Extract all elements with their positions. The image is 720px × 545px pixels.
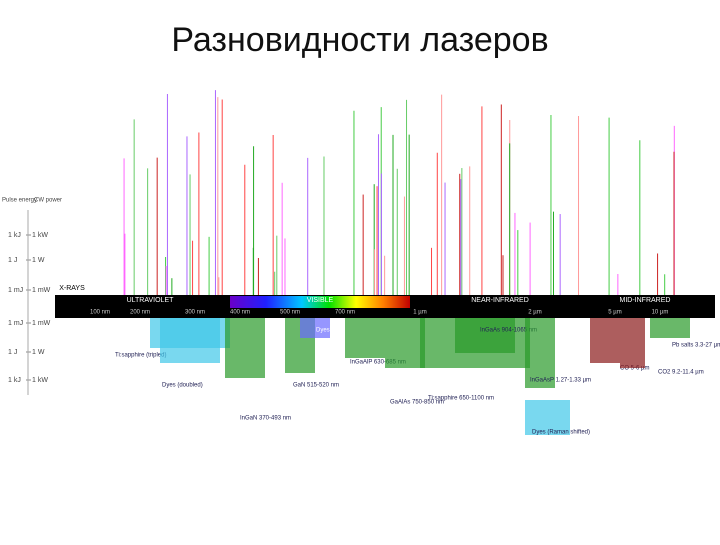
- laser-range: [525, 400, 570, 435]
- scale-label: 500 nm: [280, 310, 300, 316]
- laser-label: GaAlAs 750-850 nm: [390, 400, 444, 406]
- laser-label: InGaAsP 1.27-1.33 µm: [530, 378, 591, 384]
- energy-label: 1 kJ: [8, 377, 21, 384]
- laser-label: Ti:sapphire (tripled): [115, 353, 166, 359]
- laser-label: CO 5-6 µm: [620, 366, 649, 372]
- energy-label: 1 mJ: [8, 320, 23, 327]
- laser-range: [455, 318, 515, 353]
- axis-title: CW power: [34, 198, 62, 204]
- power-label: 1 kW: [32, 232, 48, 239]
- scale-label: 5 µm: [608, 310, 621, 316]
- scale-label: 400 nm: [230, 310, 250, 316]
- laser-label: InGaAs 904-1065 nm: [480, 328, 537, 334]
- laser-range: [590, 318, 620, 363]
- power-label: 1 mW: [32, 287, 51, 294]
- laser-label: CO2 9.2-11.4 µm: [658, 370, 704, 376]
- laser-range: [620, 318, 645, 368]
- power-label: 1 W: [32, 257, 45, 264]
- scale-label: 300 nm: [185, 310, 205, 316]
- band-label: VISIBLE: [307, 297, 334, 304]
- scale-label: 200 nm: [130, 310, 150, 316]
- laser-label: Pb salts 3.3-27 µm: [672, 343, 720, 349]
- laser-range: [225, 318, 265, 378]
- laser-range: [385, 318, 425, 368]
- laser-range: [160, 318, 220, 363]
- energy-label: 1 mJ: [8, 287, 23, 294]
- scale-label: 700 nm: [335, 310, 355, 316]
- laser-label: GaN 515-520 nm: [293, 383, 339, 389]
- laser-range: [650, 318, 690, 338]
- laser-range: [525, 318, 555, 388]
- power-label: 1 W: [32, 349, 45, 356]
- power-label: 1 mW: [32, 320, 51, 327]
- energy-label: 1 J: [8, 349, 17, 356]
- laser-label: InGaN 370-493 nm: [240, 416, 291, 422]
- energy-label: 1 J: [8, 257, 17, 264]
- scale-label: 1 µm: [413, 310, 426, 316]
- visible-spectrum: [230, 296, 410, 308]
- band-label: MID-INFRARED: [620, 297, 671, 304]
- laser-label: Dyes (Raman shifted): [532, 430, 590, 436]
- band-label: NEAR-INFRARED: [471, 297, 529, 304]
- power-label: 1 kW: [32, 377, 48, 384]
- scale-label: 10 µm: [652, 310, 669, 316]
- slide-title: Разновидности лазеров: [171, 21, 548, 59]
- scale-label: 2 µm: [528, 310, 541, 316]
- axis-title: Pulse energy: [2, 198, 37, 204]
- band-label: ULTRAVIOLET: [127, 297, 175, 304]
- laser-label: InGaAlP 630-685 nm: [350, 360, 406, 366]
- laser-range: [300, 318, 330, 338]
- band-label: X-RAYS: [59, 285, 85, 292]
- energy-label: 1 kJ: [8, 232, 21, 239]
- laser-label: Dyes (doubled): [162, 383, 203, 389]
- laser-label: Ti:sapphire 650-1100 nm: [428, 396, 494, 402]
- laser-range: [345, 318, 385, 358]
- scale-label: 100 nm: [90, 310, 110, 316]
